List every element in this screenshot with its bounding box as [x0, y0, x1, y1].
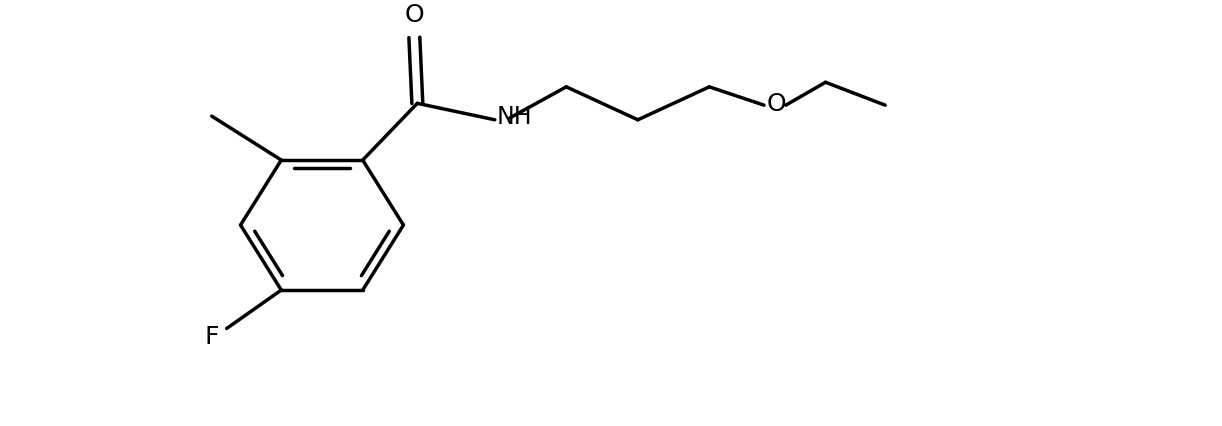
Text: O: O — [404, 3, 424, 27]
Text: F: F — [204, 324, 219, 348]
Text: O: O — [767, 92, 787, 116]
Text: NH: NH — [497, 105, 533, 129]
